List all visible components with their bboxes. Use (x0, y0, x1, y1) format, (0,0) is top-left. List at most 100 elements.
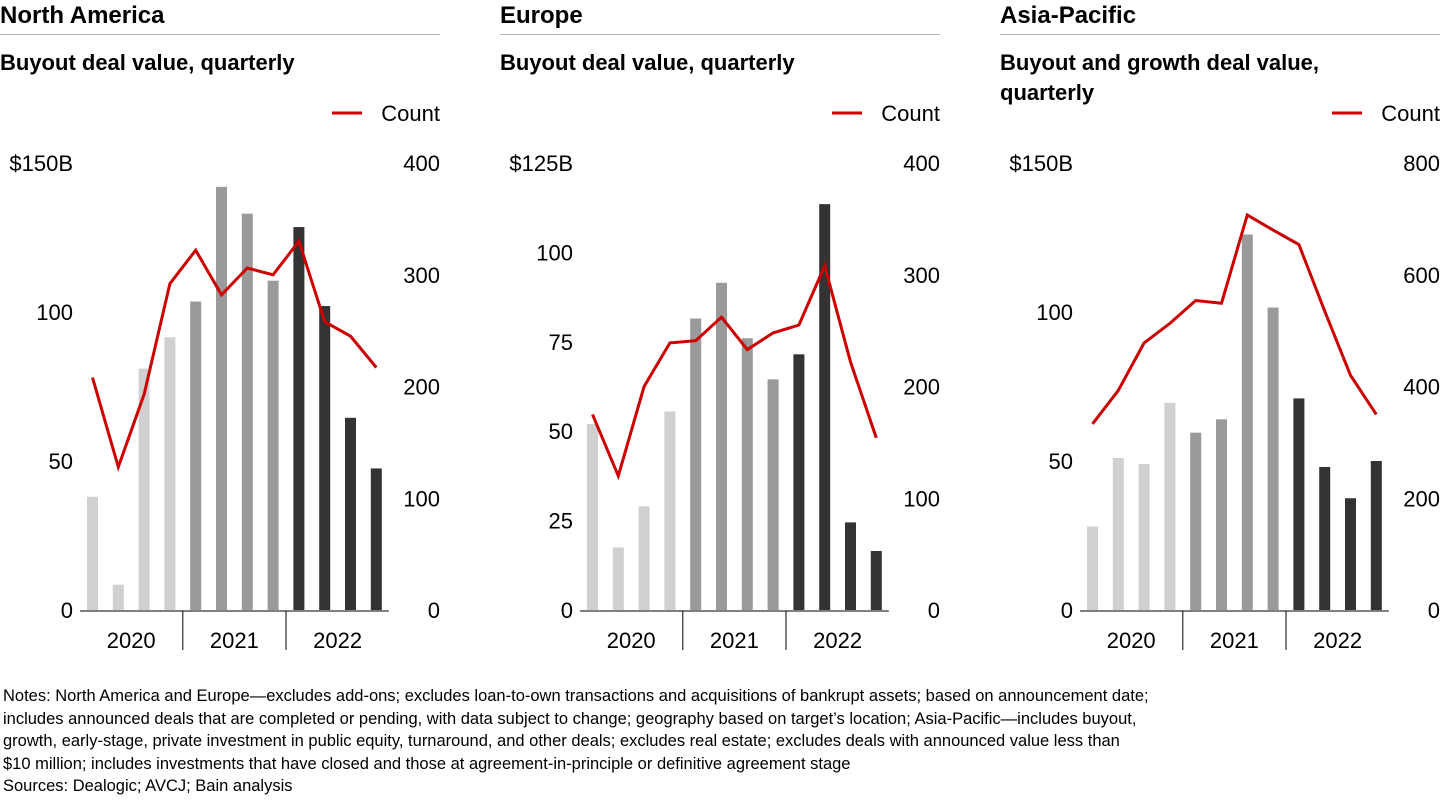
bar (587, 424, 598, 610)
panel-title: Asia-Pacific (1000, 2, 1137, 29)
panel-subtitle: Buyout deal value, quarterly (0, 48, 420, 78)
x-tick-label-year: 2020 (107, 628, 156, 653)
y-left-tick-label: 100 (536, 240, 573, 265)
y-right-tick-label: 300 (403, 263, 440, 288)
y-right-tick-label: 300 (903, 263, 940, 288)
bar (1190, 432, 1202, 610)
notes-block: Notes: North America and Europe—excludes… (3, 685, 1433, 798)
notes-line: $10 million; includes investments that h… (3, 754, 851, 773)
y-left-tick-label: $125B (509, 151, 573, 176)
bar (741, 338, 753, 610)
y-right-tick-label: 400 (403, 151, 440, 176)
y-right-tick-label: 0 (928, 598, 940, 623)
bar (845, 522, 856, 610)
bar (138, 368, 150, 610)
y-right-tick-label: 100 (903, 486, 940, 511)
legend-label-count: Count (1381, 101, 1440, 126)
bar (164, 337, 176, 610)
bar (267, 280, 279, 610)
y-left-tick-label: 0 (61, 598, 73, 623)
bar (1216, 419, 1227, 610)
subtitle-line: Buyout deal value, quarterly (0, 50, 295, 75)
notes-line: Notes: North America and Europe—excludes… (3, 687, 1149, 705)
y-right-tick-label: 400 (903, 151, 940, 176)
title-divider (0, 34, 440, 35)
x-tick-label-year: 2020 (607, 628, 656, 653)
notes-line: growth, early-stage, private investment … (3, 732, 1120, 750)
y-right-tick-label: 200 (1403, 486, 1440, 511)
x-tick-label-year: 2022 (1313, 628, 1362, 653)
y-right-tick-label: 0 (1428, 598, 1440, 623)
chart-panel-north-america: North America Buyout deal value, quarter… (0, 0, 440, 660)
panel-title: North America (0, 2, 165, 29)
panel-subtitle: Buyout deal value, quarterly (500, 48, 920, 78)
bar (819, 204, 831, 610)
bar (793, 354, 805, 610)
legend-label-count: Count (881, 101, 940, 126)
subtitle-line: quarterly (1000, 80, 1095, 105)
bar (1112, 458, 1124, 610)
y-right-tick-label: 800 (1403, 151, 1440, 176)
y-right-tick-label: 200 (903, 375, 940, 400)
y-right-tick-label: 400 (1403, 375, 1440, 400)
bar (870, 550, 882, 610)
x-tick-label-year: 2020 (1107, 628, 1156, 653)
legend-label-count: Count (381, 101, 440, 126)
y-left-tick-label: $150B (9, 151, 73, 176)
title-divider (1000, 34, 1440, 35)
y-left-tick-label: 0 (561, 598, 573, 623)
panel-title: Europe (500, 2, 583, 29)
y-left-tick-label: $150B (1009, 151, 1073, 176)
bar (767, 379, 779, 610)
bar (1293, 398, 1305, 610)
bar (87, 496, 98, 610)
bar (1267, 307, 1279, 610)
bar (1241, 234, 1253, 610)
chart-svg: 0 25 50 75 100 $125B 0 100 200 300 400 2020 2021 2022… (509, 101, 940, 653)
y-right-tick-label: 200 (403, 375, 440, 400)
bar (190, 301, 202, 610)
chart-svg: 0 50 100 $150B 0 200 400 600 800 2020 2021 2022 Coun… (1009, 101, 1440, 653)
y-left-tick-label: 50 (549, 419, 573, 444)
x-tick-label-year: 2021 (1210, 628, 1259, 653)
bar (1164, 402, 1176, 610)
chart-svg: 0 50 100 $150B 0 100 200 300 400 2020 2021 2022 Coun… (9, 101, 440, 653)
bar (1138, 463, 1150, 610)
chart-panel-europe: Europe Buyout deal value, quarterly 0 25 5… (500, 0, 940, 660)
x-tick-label-year: 2022 (813, 628, 862, 653)
bar (716, 282, 727, 610)
bar (1370, 461, 1382, 610)
x-tick-label-year: 2022 (313, 628, 362, 653)
y-left-tick-label: 50 (1049, 449, 1073, 474)
bar (1345, 498, 1356, 610)
y-left-tick-label: 100 (36, 300, 73, 325)
subtitle-line: Buyout and growth deal value, (1000, 50, 1320, 75)
subtitle-line: Buyout deal value, quarterly (500, 50, 795, 75)
bar (112, 584, 124, 610)
bar (345, 417, 356, 610)
y-left-tick-label: 25 (549, 509, 573, 534)
series-line-count (591, 261, 878, 481)
x-tick-label-year: 2021 (210, 628, 259, 653)
bar (638, 506, 650, 610)
bar (1319, 466, 1331, 610)
chart-panel-asia-pacific: Asia-Pacific Buyout and growth deal valu… (1000, 0, 1440, 660)
y-right-tick-label: 600 (1403, 263, 1440, 288)
y-right-tick-label: 100 (403, 486, 440, 511)
series-line-count (1091, 212, 1378, 425)
notes-line: includes announced deals that are comple… (3, 709, 1137, 728)
bar (664, 411, 676, 610)
bar (1087, 526, 1098, 610)
title-divider (500, 34, 940, 35)
panel-subtitle: Buyout and growth deal value, quarterly (1000, 48, 1420, 108)
y-left-tick-label: 50 (49, 449, 73, 474)
sources-line: Sources: Dealogic; AVCJ; Bain analysis (3, 777, 293, 795)
bar (319, 306, 331, 610)
bar (370, 468, 382, 610)
y-left-tick-label: 75 (549, 330, 573, 355)
bar (293, 227, 305, 610)
y-left-tick-label: 100 (1036, 300, 1073, 325)
y-left-tick-label: 0 (1061, 598, 1073, 623)
bar (612, 547, 624, 610)
series-line-count (91, 238, 378, 472)
